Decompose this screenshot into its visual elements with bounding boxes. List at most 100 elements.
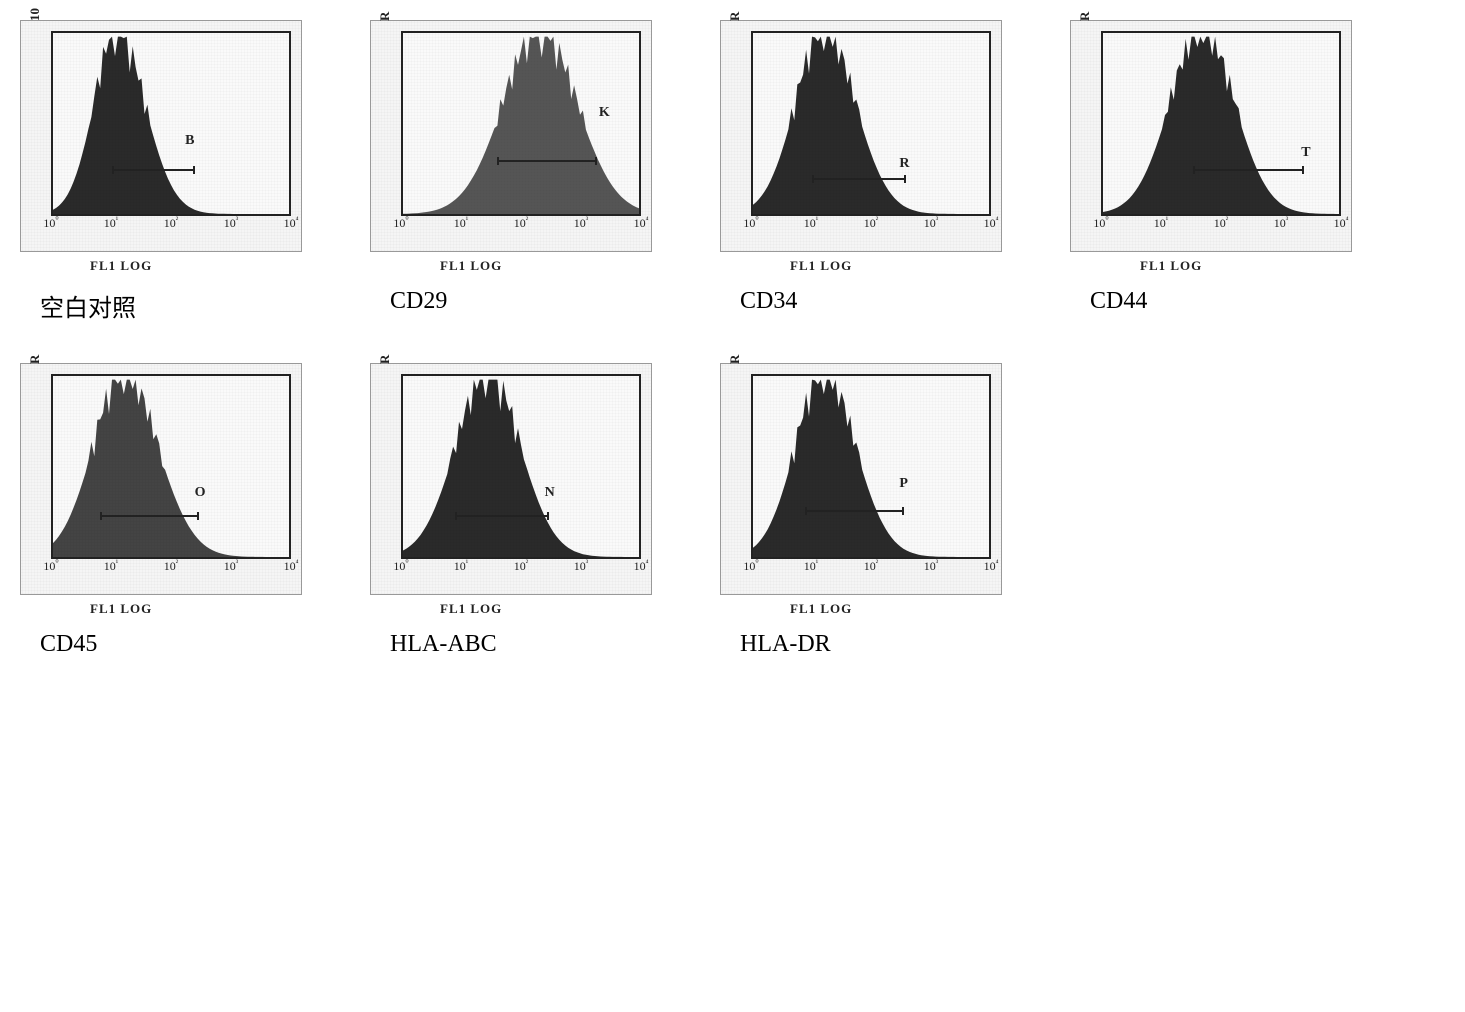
histogram-fill — [403, 380, 639, 557]
panel-caption: CD34 — [720, 288, 797, 315]
panel-hladr: RP10⁰10¹10²10³10⁴FL1 LOGHLA-DR — [720, 363, 1040, 658]
x-axis-label: FL1 LOG — [440, 258, 502, 274]
x-tick: 10² — [1214, 215, 1228, 231]
panel-hlaabc: RN10⁰10¹10²10³10⁴FL1 LOGHLA-ABC — [370, 363, 690, 658]
x-tick: 10¹ — [104, 558, 118, 574]
x-tick: 10⁴ — [634, 558, 649, 574]
panel-caption: HLA-DR — [720, 631, 831, 658]
histogram-fill — [53, 380, 289, 557]
x-tick: 10² — [164, 215, 178, 231]
x-tick: 10³ — [924, 558, 938, 574]
x-tick: 10⁰ — [393, 215, 408, 231]
x-axis-label: FL1 LOG — [790, 601, 852, 617]
x-tick: 10⁴ — [634, 215, 649, 231]
histogram-grid: 10B10⁰10¹10²10³10⁴FL1 LOG空白对照RK10⁰10¹10²… — [20, 20, 1445, 658]
x-tick: 10¹ — [104, 215, 118, 231]
panel-cd45: RO10⁰10¹10²10³10⁴FL1 LOGCD45 — [20, 363, 340, 658]
x-tick: 10⁰ — [43, 215, 58, 231]
x-axis-label: FL1 LOG — [1140, 258, 1202, 274]
panel-cd34: RR10⁰10¹10²10³10⁴FL1 LOGCD34 — [720, 20, 1040, 323]
x-tick: 10¹ — [804, 558, 818, 574]
x-tick: 10⁰ — [743, 215, 758, 231]
x-tick: 10³ — [924, 215, 938, 231]
plot-box: RR10⁰10¹10²10³10⁴ — [720, 20, 1002, 252]
x-tick: 10² — [514, 215, 528, 231]
x-tick: 10⁴ — [984, 558, 999, 574]
x-tick: 10² — [864, 215, 878, 231]
gate-letter: K — [599, 105, 610, 121]
x-tick: 10³ — [224, 558, 238, 574]
panel-blank: 10B10⁰10¹10²10³10⁴FL1 LOG空白对照 — [20, 20, 340, 323]
x-axis-label: FL1 LOG — [90, 258, 152, 274]
panel-cd44: RT10⁰10¹10²10³10⁴FL1 LOGCD44 — [1070, 20, 1390, 323]
x-tick: 10³ — [574, 558, 588, 574]
plot-box: RK10⁰10¹10²10³10⁴ — [370, 20, 652, 252]
panel-caption: CD45 — [20, 631, 97, 658]
gate-bar — [1193, 169, 1304, 171]
y-axis-top-label: R — [727, 355, 743, 364]
x-tick: 10⁴ — [284, 215, 299, 231]
y-axis-top-label: R — [1077, 12, 1093, 21]
gate-letter: T — [1301, 145, 1310, 161]
gate-letter: B — [185, 133, 194, 149]
histogram-svg — [753, 33, 989, 214]
panel-cd29: RK10⁰10¹10²10³10⁴FL1 LOGCD29 — [370, 20, 690, 323]
histogram-svg — [53, 33, 289, 214]
gate-bar — [805, 510, 904, 512]
y-axis-top-label: R — [27, 355, 43, 364]
plot-box: RN10⁰10¹10²10³10⁴ — [370, 363, 652, 595]
x-tick: 10¹ — [454, 215, 468, 231]
histogram-svg — [753, 376, 989, 557]
y-axis-top-label: R — [727, 12, 743, 21]
x-tick: 10⁰ — [393, 558, 408, 574]
plot-box: 10B10⁰10¹10²10³10⁴ — [20, 20, 302, 252]
plot-inner: B — [51, 31, 291, 216]
y-axis-top-label: 10 — [27, 8, 43, 21]
gate-bar — [812, 178, 906, 180]
x-tick: 10⁴ — [984, 215, 999, 231]
x-tick: 10⁰ — [43, 558, 58, 574]
x-axis-label: FL1 LOG — [90, 601, 152, 617]
panel-caption: HLA-ABC — [370, 631, 497, 658]
histogram-svg — [1103, 33, 1339, 214]
x-tick: 10² — [864, 558, 878, 574]
x-tick: 10³ — [1274, 215, 1288, 231]
y-axis-top-label: R — [377, 355, 393, 364]
panel-caption: CD44 — [1070, 288, 1147, 315]
plot-box: RT10⁰10¹10²10³10⁴ — [1070, 20, 1352, 252]
gate-bar — [455, 515, 549, 517]
x-tick: 10³ — [574, 215, 588, 231]
gate-letter: O — [195, 485, 206, 501]
plot-box: RP10⁰10¹10²10³10⁴ — [720, 363, 1002, 595]
plot-inner: R — [751, 31, 991, 216]
plot-inner: P — [751, 374, 991, 559]
histogram-svg — [53, 376, 289, 557]
plot-inner: O — [51, 374, 291, 559]
panel-caption: 空白对照 — [20, 288, 136, 323]
plot-inner: N — [401, 374, 641, 559]
histogram-svg — [403, 376, 639, 557]
gate-letter: N — [545, 485, 555, 501]
y-axis-top-label: R — [377, 12, 393, 21]
histogram-fill — [1103, 37, 1339, 214]
gate-letter: R — [899, 156, 909, 172]
x-tick: 10¹ — [454, 558, 468, 574]
panel-caption: CD29 — [370, 288, 447, 315]
histogram-fill — [403, 37, 639, 214]
histogram-fill — [753, 380, 989, 557]
plot-inner: K — [401, 31, 641, 216]
x-tick: 10³ — [224, 215, 238, 231]
x-tick: 10⁰ — [743, 558, 758, 574]
gate-letter: P — [899, 476, 908, 492]
x-tick: 10⁰ — [1093, 215, 1108, 231]
x-tick: 10¹ — [1154, 215, 1168, 231]
plot-box: RO10⁰10¹10²10³10⁴ — [20, 363, 302, 595]
x-tick: 10⁴ — [284, 558, 299, 574]
x-tick: 10² — [164, 558, 178, 574]
x-tick: 10² — [514, 558, 528, 574]
gate-bar — [100, 515, 199, 517]
gate-bar — [497, 160, 596, 162]
x-axis-label: FL1 LOG — [790, 258, 852, 274]
gate-bar — [112, 169, 195, 171]
x-tick: 10⁴ — [1334, 215, 1349, 231]
